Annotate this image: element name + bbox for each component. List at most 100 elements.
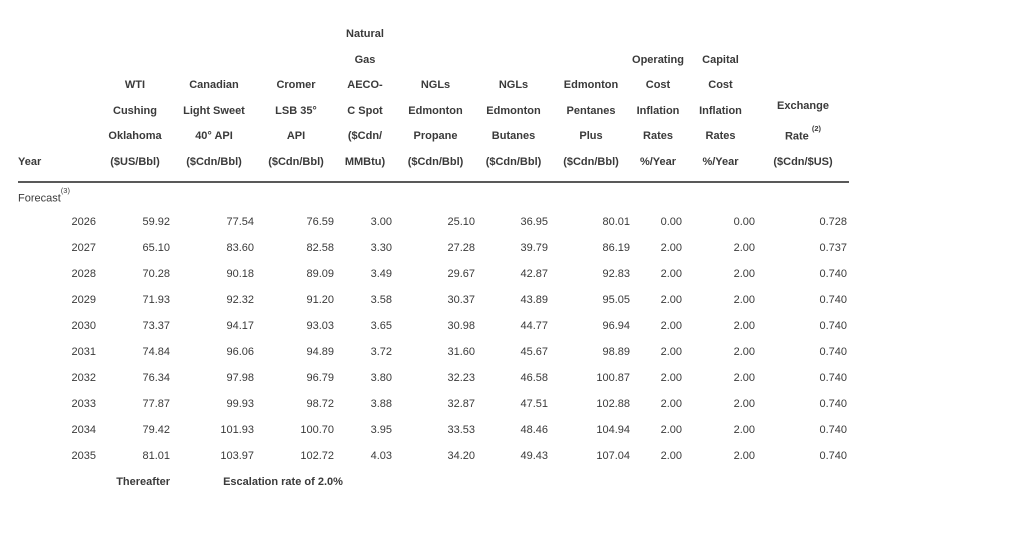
value-cell: 49.43	[520, 449, 548, 462]
forecast-section-row: Forecast(3)	[18, 182, 849, 209]
empty-cell	[394, 469, 849, 495]
year-cell: 2032	[71, 371, 96, 384]
value-cell: 2.00	[733, 319, 755, 332]
value-cell: 36.95	[520, 215, 548, 228]
value-cell: 2.00	[660, 267, 682, 280]
value-cell: 93.03	[306, 319, 334, 332]
value-cell: 96.94	[602, 319, 630, 332]
year-cell: 2027	[71, 241, 96, 254]
column-header-line: Cost	[645, 79, 671, 92]
column-header-line: Edmonton	[486, 104, 541, 117]
column-header-line: NGLs	[498, 79, 529, 92]
value-cell: 80.01	[602, 215, 630, 228]
column-header-line: ($Cdn/Bbl)	[485, 155, 542, 168]
table-row: 2027 65.10 83.60 82.58 3.30 27.28 39.79 86.19 2.…	[18, 235, 849, 261]
value-cell: 0.740	[819, 397, 847, 410]
value-cell: 98.72	[306, 397, 334, 410]
value-cell: 2.00	[660, 319, 682, 332]
table-row: 2030 73.37 94.17 93.03 3.65 30.98 44.77 96.94 2.…	[18, 313, 849, 339]
value-cell: 82.58	[306, 241, 334, 254]
value-cell: 0.740	[819, 345, 847, 358]
column-header-line: Edmonton	[408, 104, 463, 117]
column-header-line: Gas	[354, 53, 376, 66]
column-header-line: %/Year	[702, 155, 739, 168]
column-header-line: ($US/Bbl)	[110, 155, 160, 168]
value-cell: 2.00	[660, 449, 682, 462]
value-cell: 2.00	[733, 267, 755, 280]
value-cell: 47.51	[520, 397, 548, 410]
column-header-year: Year	[18, 22, 98, 183]
year-cell: 2031	[71, 345, 96, 358]
column-header-line: Cromer	[276, 79, 316, 92]
value-cell: 3.95	[370, 423, 392, 436]
value-cell: 2.00	[733, 449, 755, 462]
value-cell: 3.58	[370, 293, 392, 306]
value-cell: 3.65	[370, 319, 392, 332]
value-cell: 96.06	[226, 345, 254, 358]
column-header-line: Capital	[702, 53, 739, 66]
value-cell: 92.32	[226, 293, 254, 306]
value-cell: 0.740	[819, 267, 847, 280]
value-cell: 3.80	[370, 371, 392, 384]
column-header-line: Canadian	[189, 79, 239, 92]
year-cell: 2035	[71, 449, 96, 462]
value-cell: 77.87	[142, 397, 170, 410]
value-cell: 29.67	[447, 267, 475, 280]
value-cell: 32.87	[447, 397, 475, 410]
value-cell: 89.09	[306, 267, 334, 280]
column-header-wti-cushing-oklahoma: WTI Cushing Oklahoma ($US/Bbl)	[98, 22, 172, 183]
value-cell: 3.72	[370, 345, 392, 358]
column-header-line: ($Cdn/	[347, 130, 383, 143]
column-header-line: Operating	[632, 53, 684, 66]
year-cell: 2034	[71, 423, 96, 436]
year-cell: 2030	[71, 319, 96, 332]
value-cell: 33.53	[447, 423, 475, 436]
value-cell: 42.87	[520, 267, 548, 280]
column-header-line: Rates	[705, 130, 736, 143]
column-header-canadian-light-sweet: Canadian Light Sweet 40° API ($Cdn/Bbl)	[172, 22, 256, 183]
value-cell: 86.19	[602, 241, 630, 254]
value-cell: 2.00	[733, 397, 755, 410]
table-row: 2028 70.28 90.18 89.09 3.49 29.67 42.87 92.83 2.…	[18, 261, 849, 287]
column-header-line: AECO-	[347, 79, 383, 92]
table-row: 2031 74.84 96.06 94.89 3.72 31.60 45.67 98.89 2.…	[18, 339, 849, 365]
column-header-line: Natural	[346, 28, 384, 40]
table-row: 2032 76.34 97.98 96.79 3.80 32.23 46.58 100.87 2…	[18, 365, 849, 391]
column-header-line: API	[286, 130, 306, 143]
value-cell: 90.18	[226, 267, 254, 280]
column-header-ngls-edmonton-butanes: NGLs Edmonton Butanes ($Cdn/Bbl)	[477, 22, 550, 183]
column-header-line: C Spot	[347, 104, 383, 117]
value-cell: 3.88	[370, 397, 392, 410]
column-header-line: 40° API	[195, 130, 233, 143]
empty-cell	[18, 469, 98, 495]
value-cell: 0.00	[733, 215, 755, 228]
value-cell: 3.00	[370, 215, 392, 228]
forecast-section-label: Forecast(3)	[18, 186, 70, 205]
column-header-line: LSB 35°	[275, 104, 317, 117]
value-cell: 77.54	[226, 215, 254, 228]
column-header-line: Light Sweet	[183, 104, 245, 117]
value-cell: 2.00	[733, 293, 755, 306]
value-cell: 2.00	[660, 345, 682, 358]
value-cell: 70.28	[142, 267, 170, 280]
value-cell: 0.740	[819, 449, 847, 462]
value-cell: 94.17	[226, 319, 254, 332]
table-row: 2035 81.01 103.97 102.72 4.03 34.20 49.43 107.0…	[18, 443, 849, 469]
value-cell: 2.00	[733, 371, 755, 384]
value-cell: 107.04	[596, 449, 630, 462]
value-cell: 91.20	[306, 293, 334, 306]
column-header-line: ($Cdn/$US)	[773, 155, 833, 168]
value-cell: 98.89	[602, 345, 630, 358]
value-cell: 0.740	[819, 371, 847, 384]
table-header-row: Year WTI Cushing Oklahoma ($US/Bbl) Canadian L…	[18, 22, 849, 183]
column-header-exchange-rate: Exchange Rate (2) ($Cdn/$US)	[757, 22, 849, 183]
value-cell: 2.00	[733, 241, 755, 254]
value-cell: 32.23	[447, 371, 475, 384]
column-header-line: Year	[18, 155, 42, 168]
value-cell: 102.72	[300, 449, 334, 462]
escalation-rate-note: Escalation rate of 2.0%	[223, 475, 343, 488]
column-header-line: ($Cdn/Bbl)	[407, 155, 464, 168]
footnote-reference: (2)	[811, 124, 822, 134]
value-cell: 2.00	[660, 293, 682, 306]
value-cell: 44.77	[520, 319, 548, 332]
